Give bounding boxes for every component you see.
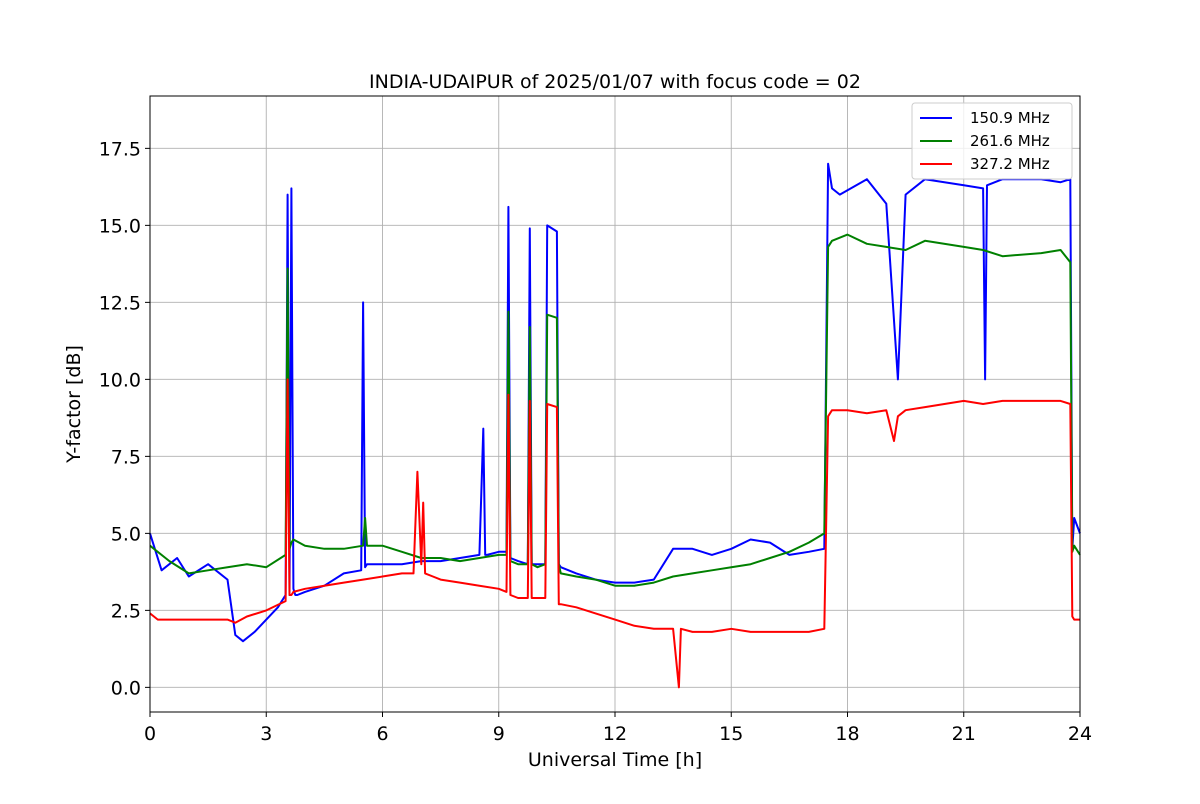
y-tick-label: 5.0 [111, 523, 141, 545]
y-tick-label: 7.5 [111, 446, 141, 468]
x-tick-label: 24 [1068, 723, 1092, 745]
x-axis-label: Universal Time [h] [528, 749, 702, 771]
y-tick-label: 2.5 [111, 600, 141, 622]
chart-title: INDIA-UDAIPUR of 2025/01/07 with focus c… [369, 71, 861, 93]
x-tick-label: 21 [952, 723, 976, 745]
legend-label: 261.6 MHz [970, 132, 1050, 150]
x-tick-label: 0 [144, 723, 156, 745]
x-tick-label: 3 [260, 723, 272, 745]
plot-lines [149, 162, 1081, 689]
y-tick-label: 17.5 [99, 138, 141, 160]
legend-label: 150.9 MHz [970, 109, 1050, 127]
series-line-2 [149, 378, 1080, 689]
legend-label: 327.2 MHz [970, 155, 1050, 173]
y-axis-label: Y-factor [dB] [63, 345, 85, 464]
x-tick-label: 9 [493, 723, 505, 745]
y-tick-label: 12.5 [99, 292, 141, 314]
x-tick-label: 12 [603, 723, 627, 745]
y-tick-label: 10.0 [99, 369, 141, 391]
y-tick-label: 0.0 [111, 677, 141, 699]
y-ticks: 0.0 2.5 5.0 7.5 10.0 12.5 15.0 17.5 [99, 138, 150, 699]
legend: 150.9 MHz 261.6 MHz 327.2 MHz [911, 102, 1073, 180]
x-tick-label: 18 [835, 723, 859, 745]
x-tick-label: 6 [376, 723, 388, 745]
y-tick-label: 15.0 [99, 215, 141, 237]
x-ticks: 0 3 6 9 12 15 18 21 24 [144, 712, 1092, 745]
x-tick-label: 15 [719, 723, 743, 745]
series-line-0 [149, 162, 1081, 643]
legend-box [911, 102, 1073, 180]
